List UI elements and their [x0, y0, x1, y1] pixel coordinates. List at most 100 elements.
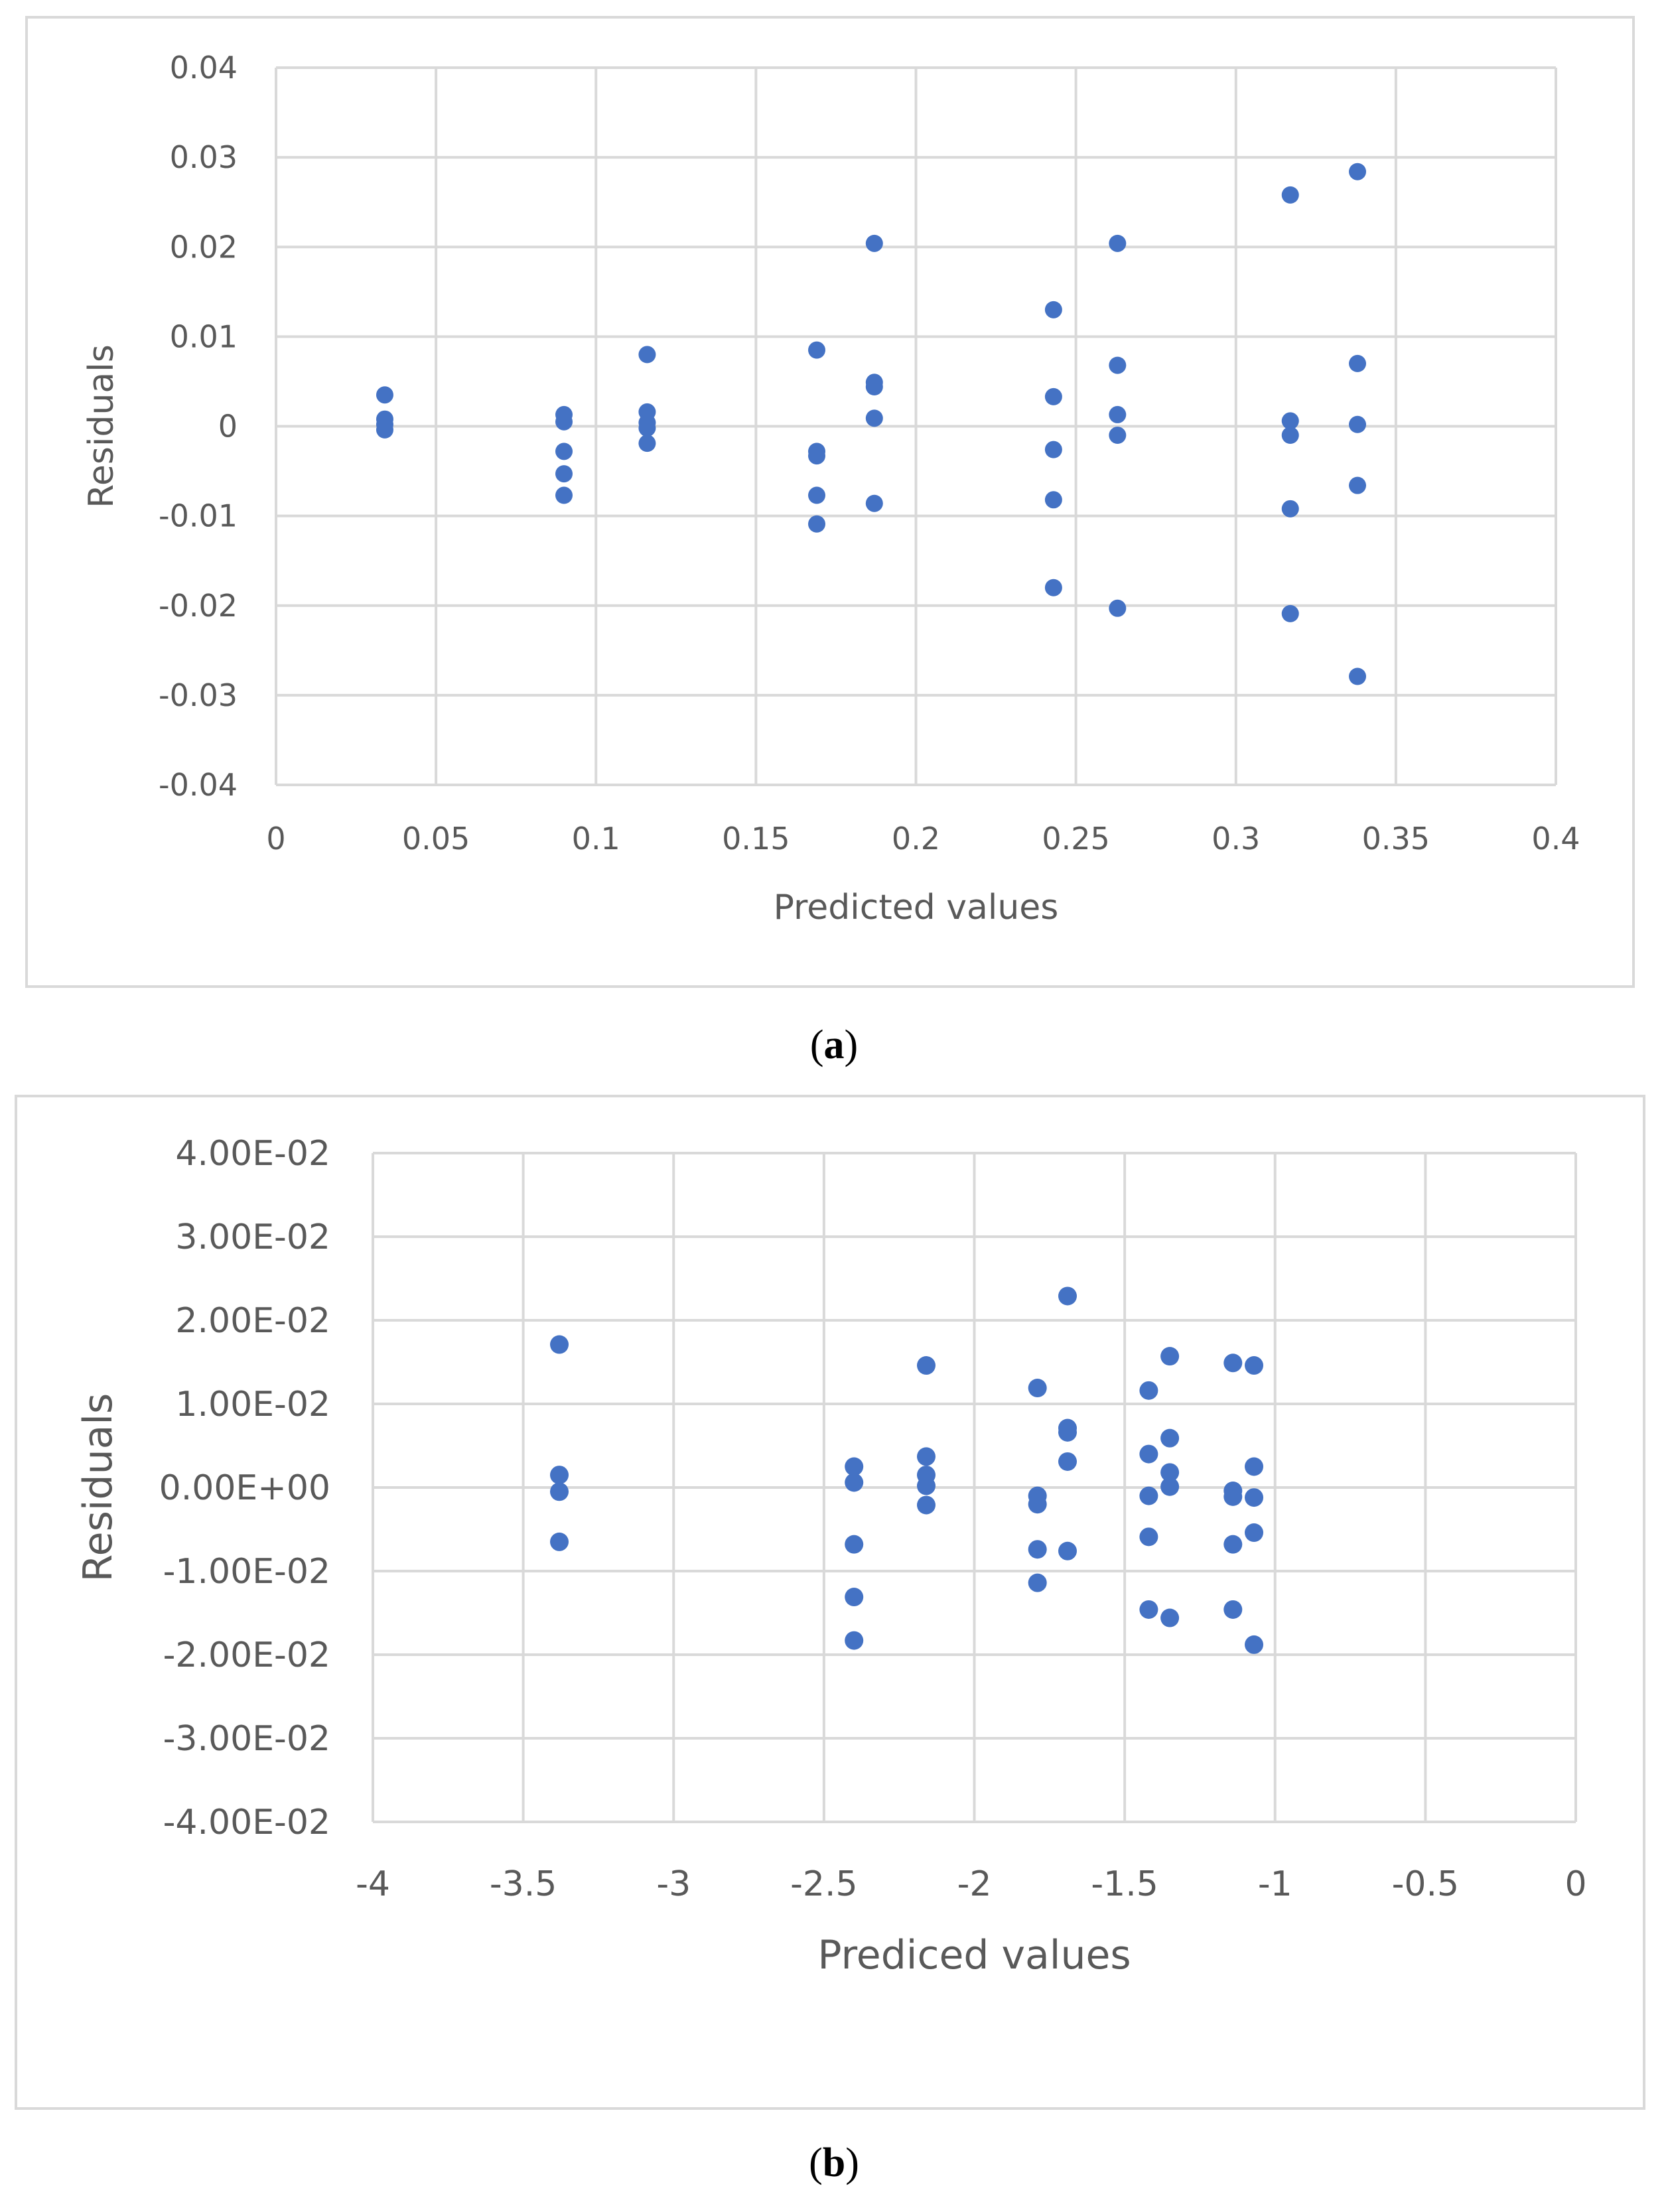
chart-a-data-point — [1349, 354, 1367, 372]
chart-a-frame — [25, 16, 1635, 988]
chart-b-data-point — [1160, 1428, 1180, 1448]
chart-a-y-tick-label: 0 — [218, 409, 238, 445]
chart-a-data-point — [865, 234, 883, 252]
chart-b-data-point — [1245, 1488, 1264, 1507]
chart-a-data-point — [638, 419, 656, 437]
chart-b-data-point — [1028, 1540, 1047, 1559]
chart-a-data-point — [865, 409, 883, 427]
chart-a-y-tick-label: -0.03 — [159, 677, 238, 713]
chart-b-y-tick-label: -3.00E-02 — [163, 1719, 330, 1759]
chart-a-data-point — [1109, 427, 1127, 445]
chart-b-y-tick-label: 3.00E-02 — [175, 1217, 330, 1257]
chart-b-data-point — [1028, 1379, 1047, 1398]
chart-b-y-tick-label: 0.00E+00 — [159, 1468, 330, 1508]
chart-b-data-point — [1058, 1541, 1077, 1560]
chart-a-data-point — [1044, 579, 1062, 596]
chart-b-data-point — [916, 1476, 936, 1495]
chart-b-data-point — [1028, 1495, 1047, 1514]
chart-a-data-point — [1044, 491, 1062, 509]
chart-a-y-axis-title: Residuals — [82, 344, 121, 508]
chart-b-data-point — [1058, 1286, 1077, 1306]
chart-b-x-tick-label: -2.5 — [790, 1864, 857, 1904]
chart-a-data-point — [555, 465, 573, 483]
chart-a-data-point — [638, 346, 656, 364]
chart-a-x-tick-label: 0.35 — [1362, 821, 1430, 857]
chart-a-data-point — [1044, 441, 1062, 458]
chart-b-data-point — [550, 1482, 569, 1501]
chart-b-data-point — [550, 1466, 569, 1485]
chart-a-y-tick-label: 0.01 — [170, 318, 238, 354]
chart-b-data-point — [1139, 1527, 1158, 1547]
chart-a-data-point — [1109, 405, 1127, 423]
chart-a-data-point — [555, 443, 573, 460]
chart-b-frame — [15, 1095, 1645, 2110]
chart-b-y-tick-label: -1.00E-02 — [163, 1552, 330, 1592]
chart-b-y-axis-title: Residuals — [75, 1393, 121, 1582]
caption-a: (a) — [809, 1022, 859, 1068]
chart-a-data-point — [1281, 604, 1299, 622]
chart-a-data-point — [1281, 186, 1299, 204]
chart-b-y-tick-label: -4.00E-02 — [163, 1803, 330, 1842]
chart-a-data-point — [1281, 412, 1299, 430]
chart-a-data-point — [808, 341, 826, 359]
chart-b-data-point — [1139, 1381, 1158, 1400]
chart-a-data-point — [1044, 387, 1062, 405]
chart-a-data-point — [1109, 234, 1127, 252]
chart-a-y-tick-label: -0.04 — [159, 767, 238, 803]
chart-a-data-point — [808, 447, 826, 465]
chart-b-data-point — [550, 1335, 569, 1354]
chart-b-data-point — [1245, 1457, 1264, 1476]
chart-a-data-point — [1349, 476, 1367, 494]
chart-a-data-point — [376, 421, 393, 439]
chart-a-x-tick-label: 0.25 — [1042, 821, 1109, 857]
chart-b-data-point — [845, 1588, 864, 1607]
chart-a-y-tick-label: -0.01 — [159, 498, 238, 534]
chart-a-data-point — [1109, 599, 1127, 617]
chart-b-x-tick-label: -2 — [957, 1864, 992, 1904]
chart-b-data-point — [1223, 1600, 1243, 1619]
chart-b-x-tick-label: -4 — [356, 1864, 390, 1904]
chart-a-data-point — [1349, 163, 1367, 180]
chart-b-data-point — [1245, 1356, 1264, 1375]
chart-b-y-tick-label: 4.00E-02 — [175, 1134, 330, 1174]
chart-b-y-tick-label: 2.00E-02 — [175, 1301, 330, 1341]
chart-b-data-point — [1223, 1353, 1243, 1373]
chart-b-data-point — [916, 1356, 936, 1375]
chart-a-data-point — [808, 515, 826, 533]
chart-b-data-point — [845, 1535, 864, 1554]
chart-b-data-point — [1245, 1523, 1264, 1543]
chart-a-x-tick-label: 0.1 — [572, 821, 620, 857]
chart-a-data-point — [1349, 415, 1367, 433]
chart-b-data-point — [845, 1631, 864, 1650]
chart-a-x-tick-label: 0.3 — [1212, 821, 1260, 857]
chart-a-y-tick-label: -0.02 — [159, 588, 238, 624]
chart-a-data-point — [1349, 667, 1367, 685]
chart-b-data-point — [1160, 1463, 1180, 1482]
chart-a-x-axis-title: Predicted values — [774, 888, 1059, 928]
chart-b-data-point — [1058, 1422, 1077, 1442]
chart-b-x-tick-label: -3 — [656, 1864, 691, 1904]
chart-b-data-point — [1160, 1608, 1180, 1627]
chart-b-x-tick-label: -0.5 — [1392, 1864, 1459, 1904]
chart-b-data-point — [916, 1447, 936, 1466]
chart-a-x-tick-label: 0.05 — [402, 821, 470, 857]
chart-b-y-tick-label: 1.00E-02 — [175, 1385, 330, 1424]
chart-a-x-tick-label: 0.2 — [892, 821, 940, 857]
chart-a-y-tick-label: 0.04 — [170, 50, 238, 86]
chart-b-x-tick-label: -1.5 — [1091, 1864, 1158, 1904]
caption-b: (b) — [809, 2140, 859, 2185]
chart-b-data-point — [1245, 1635, 1264, 1654]
chart-a-data-point — [1109, 356, 1127, 374]
chart-b-data-point — [845, 1473, 864, 1492]
chart-a-x-tick-label: 0.4 — [1531, 821, 1580, 857]
chart-a-data-point — [1281, 500, 1299, 518]
chart-b-x-tick-label: -1 — [1258, 1864, 1292, 1904]
chart-a-data-point — [555, 413, 573, 431]
chart-b-x-axis-title: Prediced values — [817, 1932, 1131, 1978]
chart-b-data-point — [1160, 1347, 1180, 1366]
caption-a-label: a — [823, 1022, 845, 1068]
chart-a-data-point — [1044, 301, 1062, 318]
chart-a-x-tick-label: 0.15 — [722, 821, 790, 857]
